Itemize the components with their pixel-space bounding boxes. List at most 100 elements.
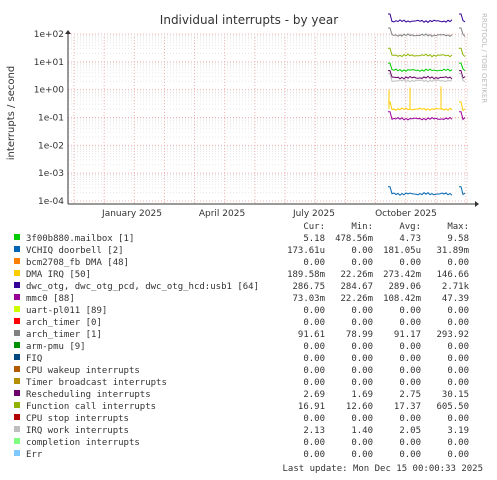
y-tick-label: 1e-01 <box>38 114 64 124</box>
legend-row: arm-pmu [9] 0.00 0.00 0.00 0.00 <box>14 342 469 352</box>
y-tick-label: 1e+02 <box>34 30 64 40</box>
legend-swatch <box>14 450 20 456</box>
legend-value-max: 30.15 <box>442 390 469 400</box>
legend-row: Function call interrupts 16.91 12.60 17.37 6… <box>14 402 469 412</box>
legend-value-max: 3.19 <box>447 426 469 436</box>
legend-value-avg: 0.00 <box>399 342 421 352</box>
legend-value-max: 0.00 <box>447 354 469 364</box>
legend-value-cur: 16.91 <box>298 402 325 412</box>
series-line <box>388 13 453 24</box>
watermark: RRDTOOL / TOBI OETIKER <box>480 13 488 103</box>
legend-header-cur: Cur: <box>303 222 325 232</box>
legend-swatch <box>14 342 20 348</box>
legend-swatch <box>14 366 20 372</box>
legend-value-min: 1.69 <box>351 390 373 400</box>
axes: 1e+02 1e+01 1e+00 1e-01 1e-02 1e-03 1e-04 Janua… <box>34 30 479 219</box>
legend-value-avg: 0.00 <box>399 414 421 424</box>
legend-row: 3f00b880.mailbox [1] 5.18 478.56m 4.73 9.58 <box>14 234 469 244</box>
legend-value-avg: 289.06 <box>388 282 421 292</box>
legend-value-avg: 0.00 <box>399 258 421 268</box>
legend-value-max: 605.50 <box>436 402 469 412</box>
legend-header-min: Min: <box>351 222 373 232</box>
legend-value-cur: 0.00 <box>303 438 325 448</box>
legend-value-min: 0.00 <box>351 318 373 328</box>
legend-value-max: 2.71k <box>442 282 470 292</box>
series-line <box>459 73 466 83</box>
legend-swatch <box>14 330 20 336</box>
legend-value-min: 22.26m <box>340 270 373 280</box>
series-line <box>388 186 453 196</box>
legend-series-name: Err <box>26 450 43 460</box>
y-tick-label: 1e+00 <box>34 86 65 96</box>
last-update: Last update: Mon Dec 15 00:00:33 2025 <box>283 464 483 474</box>
legend-value-max: 0.00 <box>447 306 469 316</box>
legend-series-name: DMA IRQ [50] <box>26 270 91 280</box>
legend-row: arch_timer [1] 91.61 78.99 91.17 293.92 <box>14 330 469 340</box>
legend-value-cur: 73.03m <box>292 294 325 304</box>
legend-value-avg: 4.73 <box>399 234 421 244</box>
legend-value-avg: 181.05u <box>383 246 421 256</box>
legend-swatch <box>14 402 20 408</box>
series-line <box>388 47 453 58</box>
series-line <box>459 47 466 57</box>
legend-value-min: 0.00 <box>351 246 373 256</box>
x-axis-arrow <box>475 201 479 207</box>
legend-value-min: 0.00 <box>351 306 373 316</box>
legend-swatch <box>14 426 20 432</box>
legend-row: arch_timer [0] 0.00 0.00 0.00 0.00 <box>14 318 469 328</box>
legend-value-cur: 0.00 <box>303 414 325 424</box>
legend-header-avg: Avg: <box>399 222 421 232</box>
legend-value-cur: 0.00 <box>303 378 325 388</box>
legend-value-min: 0.00 <box>351 342 373 352</box>
series-line <box>459 13 466 23</box>
legend-value-cur: 0.00 <box>303 258 325 268</box>
legend-series-name: arm-pmu [9] <box>26 342 86 352</box>
legend: 3f00b880.mailbox [1] 5.18 478.56m 4.73 9.58 V… <box>14 234 470 460</box>
legend-value-avg: 2.05 <box>399 426 421 436</box>
legend-value-cur: 5.18 <box>303 234 325 244</box>
series-line <box>459 111 466 121</box>
legend-row: IRQ work interrupts 2.13 1.40 2.05 3.19 <box>14 426 469 436</box>
y-tick-label: 1e-04 <box>38 197 64 207</box>
legend-row: DMA IRQ [50] 189.58m 22.26m 273.42m 146.66 <box>14 270 469 280</box>
legend-row: VCHIQ doorbell [2] 173.61u 0.00 181.05u 31.8… <box>14 246 469 256</box>
legend-value-min: 12.60 <box>346 402 373 412</box>
legend-swatch <box>14 270 20 276</box>
legend-row: CPU stop interrupts 0.00 0.00 0.00 0.00 <box>14 414 469 424</box>
series-line <box>388 73 453 83</box>
legend-value-max: 0.00 <box>447 438 469 448</box>
series-line <box>459 62 466 71</box>
series-line <box>388 111 453 121</box>
legend-series-name: arch_timer [0] <box>26 318 102 328</box>
legend-series-name: dwc_otg, dwc_otg_pcd, dwc_otg_hcd:usb1 [… <box>26 282 259 292</box>
legend-value-avg: 91.17 <box>394 330 421 340</box>
legend-row: completion interrupts 0.00 0.00 0.00 0.00 <box>14 438 469 448</box>
x-tick-label: April 2025 <box>199 209 245 219</box>
legend-value-avg: 0.00 <box>399 354 421 364</box>
legend-value-cur: 0.00 <box>303 342 325 352</box>
legend-value-cur: 0.00 <box>303 450 325 460</box>
legend-value-min: 0.00 <box>351 438 373 448</box>
legend-value-max: 31.89m <box>436 246 469 256</box>
series-line <box>459 186 466 196</box>
legend-value-cur: 0.00 <box>303 318 325 328</box>
x-tick-label: October 2025 <box>375 209 437 219</box>
legend-series-name: uart-pl011 [89] <box>26 306 107 316</box>
series-line <box>388 27 453 38</box>
legend-row: bcm2708_fb DMA [48] 0.00 0.00 0.00 0.00 <box>14 258 469 268</box>
y-tick-label: 1e-02 <box>38 141 64 151</box>
legend-swatch <box>14 246 20 252</box>
legend-value-min: 284.67 <box>340 282 373 292</box>
legend-value-avg: 0.00 <box>399 378 421 388</box>
legend-value-max: 0.00 <box>447 318 469 328</box>
legend-series-name: completion interrupts <box>26 438 140 448</box>
legend-value-min: 0.00 <box>351 366 373 376</box>
legend-value-cur: 286.75 <box>292 282 325 292</box>
legend-swatch <box>14 306 20 312</box>
legend-header-max: Max: <box>447 222 469 232</box>
legend-value-min: 0.00 <box>351 354 373 364</box>
legend-series-name: VCHIQ doorbell [2] <box>26 246 124 256</box>
legend-value-cur: 2.13 <box>303 426 325 436</box>
legend-row: FIQ 0.00 0.00 0.00 0.00 <box>14 354 469 364</box>
legend-header: Cur: Min: Avg: Max: <box>303 222 469 232</box>
